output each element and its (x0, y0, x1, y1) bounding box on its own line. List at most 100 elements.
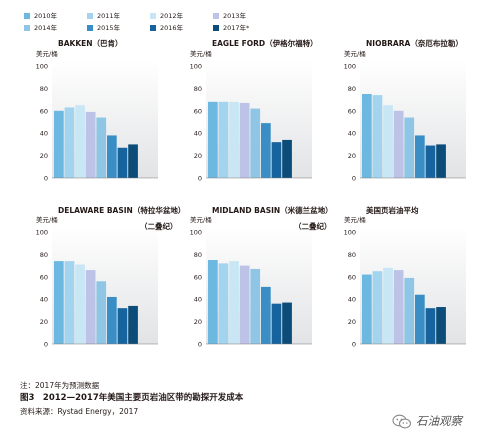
bar (282, 139, 292, 178)
y-tick-label: 40 (348, 296, 356, 304)
y-tick-label: 100 (190, 63, 202, 71)
y-tick-label: 80 (194, 251, 202, 259)
y-tick-label: 20 (348, 318, 356, 326)
bar (239, 265, 250, 344)
chart-title: EAGLE FORD（伊格尔福特） (212, 38, 318, 48)
legend-label: 2013年 (223, 12, 247, 20)
y-tick-label: 0 (352, 341, 356, 349)
chart-title: 美国页岩油平均 (366, 205, 419, 215)
y-tick-label: 0 (198, 175, 202, 183)
y-tick-label: 60 (348, 273, 356, 281)
bar (208, 260, 218, 344)
bar (404, 277, 415, 344)
y-tick-label: 80 (40, 85, 48, 93)
legend-swatch (150, 25, 156, 31)
watermark-text: 石油观察 (416, 414, 462, 428)
bar (271, 303, 282, 344)
bar (250, 108, 261, 178)
y-tick-label: 100 (36, 229, 48, 237)
y-tick-label: 60 (40, 107, 48, 115)
y-tick-label: 20 (40, 318, 48, 326)
bar (96, 117, 107, 178)
bar (128, 305, 138, 344)
bar (75, 264, 85, 344)
y-tick-label: 20 (194, 318, 202, 326)
y-tick-label: 100 (344, 229, 356, 237)
bar (229, 101, 239, 178)
y-tick-label: 0 (352, 175, 356, 183)
bar (393, 270, 404, 344)
bar (75, 105, 85, 178)
bar (64, 107, 75, 178)
chart-title: BAKKEN（巴肯） (58, 38, 123, 48)
y-tick-label: 40 (40, 130, 48, 138)
bar (261, 123, 271, 178)
chart-title: DELAWARE BASIN（特拉华盆地） (58, 205, 185, 215)
figure-note: 注：2017年为预测数据 (20, 381, 100, 390)
bar (362, 274, 372, 344)
y-tick-label: 100 (36, 63, 48, 71)
chart-subtitle: （二叠纪） (140, 221, 178, 231)
y-tick-label: 0 (44, 175, 48, 183)
bar (415, 135, 425, 178)
watermark: 石油观察 (392, 412, 482, 430)
bar (218, 101, 229, 178)
bar (218, 263, 229, 344)
bar (107, 296, 117, 344)
y-tick-label: 20 (348, 152, 356, 160)
y-tick-label: 40 (40, 296, 48, 304)
y-tick-label: 80 (348, 85, 356, 93)
chart-title: MIDLAND BASIN（米德兰盆地） (212, 205, 333, 215)
bar (117, 308, 128, 344)
y-tick-label: 0 (44, 341, 48, 349)
bar (250, 268, 261, 344)
legend-item: 2016年 (150, 24, 183, 32)
y-tick-label: 80 (194, 85, 202, 93)
legend-swatch (150, 13, 156, 19)
bar (436, 307, 446, 344)
legend-item: 2017年* (213, 24, 249, 32)
bar (96, 281, 107, 344)
bar (425, 145, 436, 178)
legend-swatch (213, 13, 219, 19)
y-tick-label: 40 (194, 130, 202, 138)
legend-label: 2016年 (160, 24, 184, 32)
legend-label: 2017年* (223, 24, 250, 32)
bar (107, 135, 117, 178)
y-tick-label: 60 (348, 107, 356, 115)
legend-swatch (24, 25, 30, 31)
bar (239, 102, 250, 178)
y-tick-label: 40 (194, 296, 202, 304)
figure-footer: 注：2017年为预测数据 图3 2012—2017年美国主要页岩油区带的勘探开发… (20, 380, 400, 417)
legend-item: 2013年 (213, 12, 246, 20)
legend-item: 2015年 (87, 24, 120, 32)
legend-item: 2010年 (24, 12, 57, 20)
legend-item: 2014年 (24, 24, 57, 32)
y-tick-label: 0 (198, 341, 202, 349)
legend-swatch (213, 25, 219, 31)
bar (271, 142, 282, 178)
y-tick-label: 100 (190, 229, 202, 237)
legend-label: 2011年 (97, 12, 121, 20)
y-tick-label: 60 (40, 273, 48, 281)
y-tick-label: 20 (40, 152, 48, 160)
y-axis-label: 美元/桶 (344, 49, 366, 58)
legend-item: 2012年 (150, 12, 183, 20)
bar (117, 147, 128, 178)
legend-label: 2012年 (160, 12, 184, 20)
bar (208, 101, 218, 178)
y-axis-label: 美元/桶 (190, 215, 212, 224)
bar (128, 144, 138, 178)
y-axis-label: 美元/桶 (36, 49, 58, 58)
legend-label: 2014年 (34, 24, 58, 32)
bar (383, 267, 393, 344)
bar (372, 95, 383, 178)
y-tick-label: 80 (40, 251, 48, 259)
bar (261, 286, 271, 344)
bar (54, 261, 64, 344)
chart-title: NIOBRARA（奈厄布拉勒） (366, 38, 463, 48)
legend-label: 2015年 (97, 24, 121, 32)
bar (425, 308, 436, 344)
bar (229, 261, 239, 344)
bar (362, 94, 372, 178)
